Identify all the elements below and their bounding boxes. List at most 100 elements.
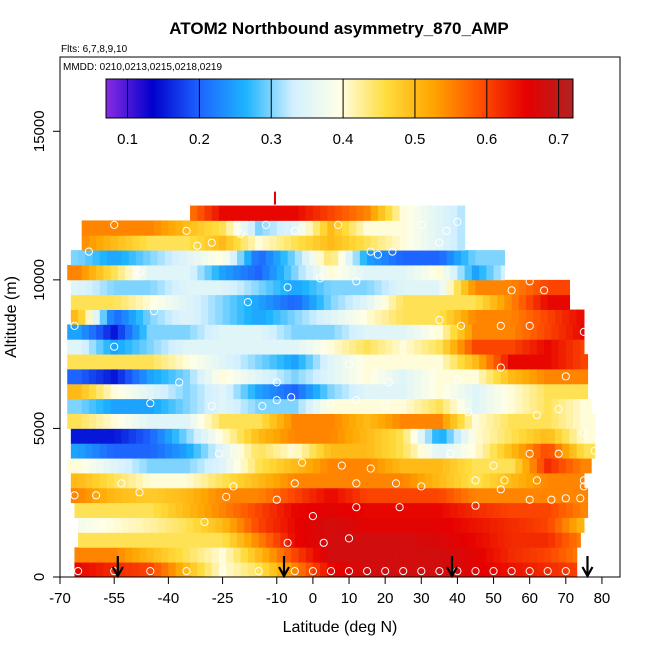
heatmap-cell — [439, 443, 448, 459]
heatmap-cell — [544, 562, 552, 577]
heatmap-cell — [471, 339, 480, 355]
heatmap-cell — [153, 265, 162, 281]
heatmap-cell — [305, 413, 314, 429]
heatmap-cell — [367, 517, 375, 533]
heatmap-cell — [240, 562, 249, 577]
heatmap-cell — [197, 205, 206, 221]
heatmap-cell — [410, 279, 419, 296]
heatmap-cell — [464, 562, 473, 577]
heatmap-cell — [258, 250, 267, 266]
heatmap-cell — [218, 398, 227, 414]
heatmap-cell — [468, 428, 477, 444]
heatmap-cell — [175, 339, 184, 355]
heatmap-cell — [208, 309, 216, 325]
heatmap-cell — [464, 547, 473, 563]
heatmap-cell — [508, 354, 516, 370]
heatmap-cell — [471, 369, 480, 385]
heatmap-cell — [446, 443, 455, 459]
heatmap-cell — [424, 294, 433, 310]
heatmap-cell — [103, 324, 112, 340]
sample-point — [290, 479, 299, 488]
heatmap-cell — [558, 354, 567, 370]
heatmap-cell — [504, 532, 513, 548]
heatmap-cell — [410, 473, 419, 489]
heatmap-cell — [247, 502, 256, 518]
heatmap-cell — [132, 220, 141, 236]
heatmap-cell — [309, 532, 318, 548]
heatmap-cell — [399, 413, 408, 429]
heatmap-cell — [175, 220, 184, 236]
heatmap-cell — [247, 547, 256, 563]
heatmap-cell — [370, 220, 379, 236]
heatmap-cell — [479, 502, 487, 518]
heatmap-cell — [518, 443, 527, 459]
heatmap-cell — [218, 265, 227, 281]
heatmap-cell — [117, 502, 126, 518]
heatmap-cell — [273, 443, 281, 459]
heatmap-cell — [363, 339, 372, 355]
heatmap-cell — [190, 502, 198, 518]
heatmap-cell — [327, 547, 336, 563]
sample-point — [435, 315, 444, 325]
sample-point — [532, 476, 542, 485]
heatmap-cell — [284, 324, 292, 340]
sample-point — [243, 298, 252, 307]
heatmap-cell — [81, 339, 90, 355]
heatmap-cell — [240, 383, 249, 400]
heatmap-cell — [551, 413, 560, 429]
heatmap-cell — [125, 369, 133, 385]
heatmap-cell — [345, 428, 354, 444]
heatmap-cell — [320, 547, 328, 563]
sample-point — [290, 567, 299, 576]
heatmap-cell — [410, 517, 419, 533]
heatmap-cell — [349, 205, 357, 221]
heatmap-cell — [179, 517, 188, 533]
heatmap-cell — [341, 413, 350, 429]
heatmap-cell — [471, 324, 480, 340]
heatmap-cell — [486, 324, 495, 340]
sample-point — [543, 567, 552, 576]
heatmap-cell — [562, 309, 571, 325]
heatmap-cell — [316, 473, 325, 489]
heatmap-cell — [280, 428, 289, 444]
heatmap-cell — [356, 324, 365, 340]
flights-label: Flts: 6,7,8,9,10 — [61, 44, 128, 55]
heatmap-cell — [406, 369, 415, 385]
heatmap-cell — [591, 443, 596, 459]
heatmap-cell — [262, 369, 271, 385]
heatmap-cell — [244, 428, 253, 444]
heatmap-cell — [392, 369, 401, 385]
heatmap-cell — [522, 502, 531, 518]
heatmap-cell — [233, 547, 242, 563]
heatmap-cell — [367, 532, 375, 548]
heatmap-cell — [508, 383, 516, 400]
x-tick-label: -40 — [158, 590, 180, 607]
heatmap-cell — [190, 398, 198, 414]
heatmap-cell — [529, 458, 538, 474]
heatmap-cell — [226, 383, 235, 400]
heatmap-cell — [237, 517, 245, 533]
heatmap-cell — [363, 369, 372, 385]
heatmap-cell — [284, 398, 292, 414]
heatmap-cell — [229, 532, 238, 548]
heatmap-cell — [255, 339, 263, 355]
heatmap-cell — [471, 413, 480, 429]
sample-point — [84, 247, 94, 256]
heatmap-cell — [385, 458, 393, 474]
heatmap-cell — [218, 502, 227, 518]
heatmap-cell — [74, 265, 83, 281]
heatmap-cell — [515, 458, 524, 474]
heatmap-cell — [237, 250, 245, 266]
heatmap-cell — [85, 309, 94, 325]
heatmap-cell — [573, 383, 581, 400]
heatmap-cell — [377, 369, 386, 385]
heatmap-cell — [237, 309, 245, 325]
sample-point — [525, 495, 534, 504]
heatmap-cell — [125, 458, 133, 474]
heatmap-cell — [269, 562, 278, 577]
heatmap-cell — [157, 443, 166, 459]
heatmap-cell — [161, 339, 169, 355]
heatmap-cell — [428, 383, 437, 400]
heatmap-cell — [103, 547, 112, 563]
heatmap-cell — [222, 473, 231, 489]
